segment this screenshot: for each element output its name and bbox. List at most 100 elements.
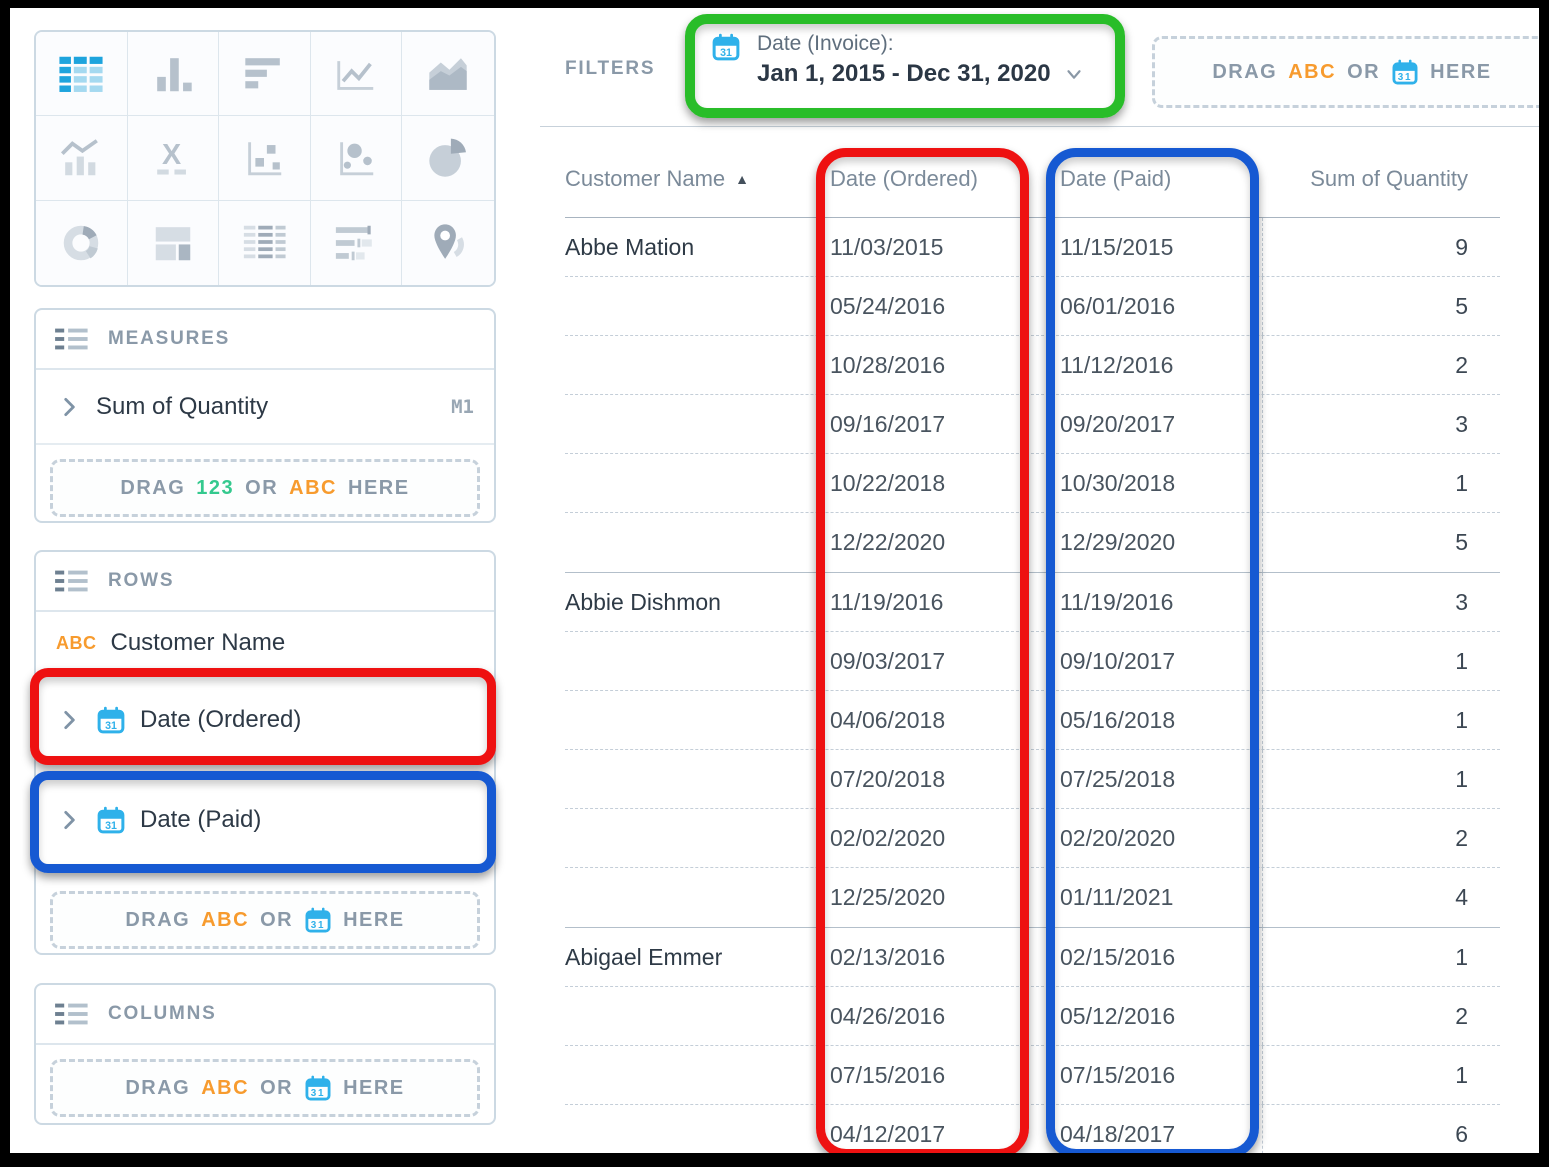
svg-text:31: 31 <box>105 720 117 732</box>
table-row[interactable]: 12/22/2020 12/29/2020 5 <box>565 513 1500 572</box>
date-paid-cell: 12/29/2020 <box>1060 529 1176 555</box>
header-label: Sum of Quantity <box>1310 165 1468 191</box>
quantity-cell: 3 <box>1262 573 1500 631</box>
chart-type-table-button[interactable] <box>36 32 128 117</box>
svg-text:31: 31 <box>1398 72 1413 83</box>
chart-type-column-button[interactable] <box>127 32 220 117</box>
rows-dropzone[interactable]: DRAG ABC OR 31 HERE <box>50 891 480 949</box>
calendar-icon: 31 <box>712 33 740 61</box>
table-row[interactable]: 07/20/2018 07/25/2018 1 <box>565 750 1500 809</box>
svg-text:31: 31 <box>311 1088 326 1099</box>
table-row[interactable]: 04/06/2018 05/16/2018 1 <box>565 691 1500 750</box>
measure-item-sum-of-quantity[interactable]: Sum of Quantity M1 <box>36 370 494 445</box>
calendar-icon: 31 <box>97 806 125 834</box>
chart-type-area-button[interactable] <box>402 32 494 117</box>
chart-type-bullet-button[interactable] <box>310 200 403 285</box>
rows-item-label: Date (Ordered) <box>140 706 302 733</box>
dropzone-abc-token: ABC <box>201 1076 250 1099</box>
filter-value: Jan 1, 2015 - Dec 31, 2020 <box>757 60 1051 87</box>
quantity-cell: 1 <box>1262 632 1500 690</box>
rows-item-date-paid[interactable]: 31 Date (Paid) <box>36 766 494 874</box>
customer-name-cell <box>565 750 830 808</box>
table-row[interactable]: 05/24/2016 06/01/2016 5 <box>565 277 1500 336</box>
measure-tag: M1 <box>451 395 474 418</box>
table-row[interactable]: 12/25/2020 01/11/2021 4 <box>565 868 1500 927</box>
date-paid-cell: 11/15/2015 <box>1060 233 1174 260</box>
date-ordered-cell: 11/03/2015 <box>830 233 944 260</box>
scatter-plot-icon <box>248 142 282 176</box>
chart-type-map-button[interactable] <box>402 200 494 285</box>
header-sum-of-quantity[interactable]: Sum of Quantity <box>1262 166 1500 192</box>
abc-type-tag: ABC <box>56 632 97 653</box>
chart-type-pie-button[interactable] <box>402 116 494 201</box>
chart-type-bar-button[interactable] <box>219 32 311 117</box>
date-ordered-cell: 11/19/2016 <box>830 588 944 615</box>
quantity-cell: 6 <box>1262 1105 1500 1155</box>
chart-type-layout-button[interactable] <box>127 200 220 285</box>
table-row[interactable]: Abigael Emmer 02/13/2016 02/15/2016 1 <box>565 928 1500 987</box>
date-ordered-cell: 12/22/2020 <box>830 529 946 555</box>
measures-dropzone[interactable]: DRAG 123 OR ABC HERE <box>50 459 480 517</box>
dropzone-abc-token: ABC <box>1288 60 1337 83</box>
filters-dropzone[interactable]: DRAG ABC OR 31 HERE <box>1152 36 1549 108</box>
columns-dropzone[interactable]: DRAG ABC OR 31 HERE <box>50 1059 480 1117</box>
header-label: Date (Paid) <box>1060 165 1172 191</box>
chart-type-combo-button[interactable] <box>36 116 128 201</box>
chart-type-pivot-table-button[interactable] <box>219 200 311 285</box>
quantity-cell: 2 <box>1262 809 1500 867</box>
table-group: Abbie Dishmon 11/19/2016 11/19/2016 3 09/03/… <box>565 572 1500 927</box>
table-row[interactable]: Abbe Mation 11/03/2015 11/15/2015 9 <box>565 218 1500 277</box>
chart-type-line-button[interactable] <box>310 32 403 117</box>
measure-label: Sum of Quantity <box>96 392 269 420</box>
table-row[interactable]: 09/16/2017 09/20/2017 3 <box>565 395 1500 454</box>
quantity-cell: 1 <box>1262 750 1500 808</box>
header-label: Date (Ordered) <box>830 165 978 191</box>
chevron-right-icon <box>64 397 75 416</box>
table-group: Abigael Emmer 02/13/2016 02/15/2016 1 04/26/… <box>565 927 1500 1155</box>
bullet-chart-icon <box>335 225 372 261</box>
date-paid-cell: 11/12/2016 <box>1060 351 1174 378</box>
date-ordered-cell: 07/15/2016 <box>830 1061 946 1088</box>
table-row[interactable]: 04/12/2017 04/18/2017 6 <box>565 1105 1500 1155</box>
date-ordered-cell: 07/20/2018 <box>830 765 946 792</box>
quantity-cell: 2 <box>1262 336 1500 394</box>
calendar-icon: 31 <box>305 1075 331 1101</box>
date-ordered-cell: 04/06/2018 <box>830 706 946 733</box>
table-row[interactable]: 02/02/2020 02/20/2020 2 <box>565 809 1500 868</box>
calendar-icon: 31 <box>305 907 331 933</box>
customer-name-cell <box>565 868 830 927</box>
chart-type-scatter-button[interactable] <box>219 116 311 201</box>
filters-label: FILTERS <box>565 58 656 79</box>
table-row[interactable]: 04/26/2016 05/12/2016 2 <box>565 987 1500 1046</box>
header-date-ordered[interactable]: Date (Ordered) <box>830 166 1060 192</box>
customer-name-cell: Abbie Dishmon <box>565 588 721 615</box>
filter-date-invoice[interactable]: 31 Date (Invoice): Jan 1, 2015 - Dec 31,… <box>699 26 1111 106</box>
chart-type-bubble-button[interactable] <box>310 116 403 201</box>
columns-panel: COLUMNS DRAG ABC OR 31 HERE <box>34 983 496 1125</box>
rows-item-customer-name[interactable]: ABC Customer Name <box>36 612 494 674</box>
customer-name-cell <box>565 809 830 867</box>
x-axis-chart-icon: X <box>157 139 186 175</box>
sort-asc-icon: ▲ <box>735 170 750 187</box>
table-row[interactable]: 07/15/2016 07/15/2016 1 <box>565 1046 1500 1105</box>
svg-text:31: 31 <box>720 47 732 59</box>
filter-field-label: Date (Invoice): <box>757 32 894 55</box>
frame-border <box>0 0 1549 8</box>
table-row[interactable]: Abbie Dishmon 11/19/2016 11/19/2016 3 <box>565 573 1500 632</box>
table-row[interactable]: 10/28/2016 11/12/2016 2 <box>565 336 1500 395</box>
rows-item-date-ordered[interactable]: 31 Date (Ordered) <box>36 674 494 766</box>
quantity-cell: 5 <box>1262 277 1500 335</box>
table-row[interactable]: 10/22/2018 10/30/2018 1 <box>565 454 1500 513</box>
dropzone-here-label: HERE <box>348 476 410 499</box>
date-paid-cell: 02/15/2016 <box>1060 943 1176 970</box>
header-customer-name[interactable]: Customer Name ▲ <box>565 166 830 192</box>
chart-type-x-axis-button[interactable]: X <box>127 116 220 201</box>
customer-name-cell <box>565 395 830 453</box>
date-ordered-cell: 10/28/2016 <box>830 351 946 378</box>
date-paid-cell: 02/20/2020 <box>1060 824 1176 851</box>
header-date-paid[interactable]: Date (Paid) <box>1060 166 1262 192</box>
dropzone-drag-label: DRAG <box>1212 60 1278 83</box>
chart-type-donut-button[interactable] <box>36 200 128 285</box>
table-row[interactable]: 09/03/2017 09/10/2017 1 <box>565 632 1500 691</box>
